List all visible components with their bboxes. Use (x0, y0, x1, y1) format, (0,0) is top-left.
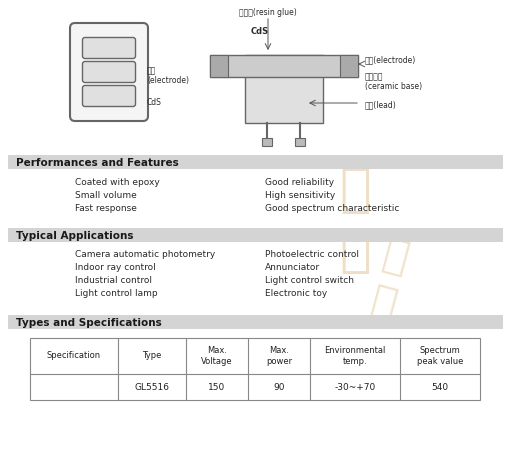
Text: 惊
喜: 惊 喜 (339, 164, 371, 276)
FancyBboxPatch shape (82, 61, 135, 83)
Text: Good reliability: Good reliability (265, 178, 334, 187)
Text: Good spectrum characteristic: Good spectrum characteristic (265, 204, 400, 213)
FancyBboxPatch shape (82, 86, 135, 106)
Text: Coated with epoxy: Coated with epoxy (75, 178, 160, 187)
FancyBboxPatch shape (82, 37, 135, 59)
Bar (8, 155, 503, 169)
Text: 电极
(electrode): 电极 (electrode) (147, 66, 189, 85)
Text: 90: 90 (273, 382, 285, 391)
Text: Typical Applications: Typical Applications (16, 231, 133, 241)
Text: -30~+70: -30~+70 (334, 382, 376, 391)
Bar (295, 138, 305, 146)
Text: 电极(electrode): 电极(electrode) (365, 55, 416, 64)
Bar (262, 138, 272, 146)
Text: Indoor ray control: Indoor ray control (75, 263, 156, 272)
Text: Environmental
temp.: Environmental temp. (324, 346, 386, 366)
Bar (210, 55, 358, 77)
Bar (30, 338, 480, 400)
Bar (245, 55, 323, 123)
Text: Photoelectric control: Photoelectric control (265, 250, 359, 259)
Text: Max.
power: Max. power (266, 346, 292, 366)
Text: GL5516: GL5516 (134, 382, 170, 391)
Text: Types and Specifications: Types and Specifications (16, 318, 162, 328)
Text: Light control lamp: Light control lamp (75, 289, 157, 298)
Text: CdS: CdS (147, 98, 162, 107)
Text: Spectrum
peak value: Spectrum peak value (417, 346, 463, 366)
Bar (340, 55, 358, 77)
Text: High sensitivity: High sensitivity (265, 191, 335, 200)
Text: Small volume: Small volume (75, 191, 137, 200)
Text: Type: Type (142, 351, 161, 360)
Text: Fast response: Fast response (75, 204, 137, 213)
Bar (8, 228, 503, 242)
FancyBboxPatch shape (70, 23, 148, 121)
Text: 陶瓷基板
(ceramic base): 陶瓷基板 (ceramic base) (365, 72, 422, 92)
Text: Electronic toy: Electronic toy (265, 289, 327, 298)
Text: Performances and Features: Performances and Features (16, 158, 179, 168)
Text: Max.
Voltage: Max. Voltage (201, 346, 233, 366)
Text: 150: 150 (208, 382, 226, 391)
Bar (8, 315, 503, 329)
Text: 540: 540 (431, 382, 449, 391)
Text: Light control switch: Light control switch (265, 276, 354, 285)
Text: Industrial control: Industrial control (75, 276, 152, 285)
Text: 树脂胶(resin glue): 树脂胶(resin glue) (239, 8, 297, 17)
Text: 优
惠: 优 惠 (366, 233, 414, 327)
Text: 导线(lead): 导线(lead) (365, 100, 397, 109)
Bar (210, 55, 228, 77)
Text: Annunciator: Annunciator (265, 263, 320, 272)
Text: Specification: Specification (47, 351, 101, 360)
Text: CdS: CdS (251, 27, 269, 36)
Text: Camera automatic photometry: Camera automatic photometry (75, 250, 215, 259)
